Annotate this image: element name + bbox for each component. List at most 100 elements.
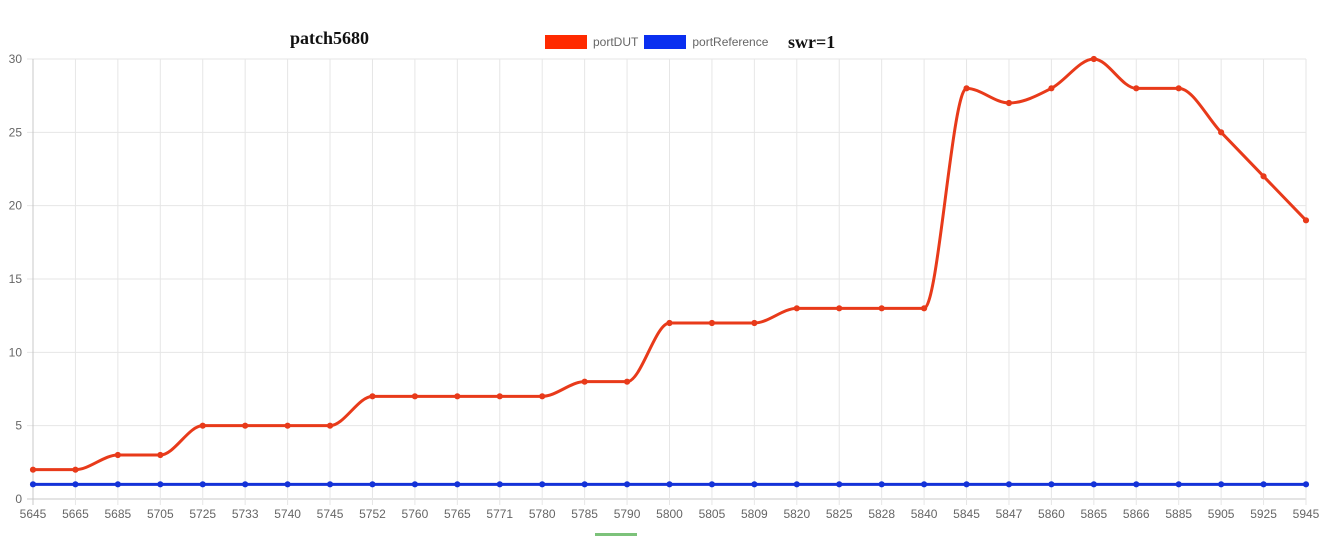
- data-point-portreference: [1218, 481, 1225, 488]
- y-tick-label: 10: [9, 345, 23, 359]
- data-point-portdut: [751, 319, 758, 327]
- data-point-portdut: [157, 451, 164, 459]
- data-point-portreference: [1260, 481, 1267, 488]
- data-point-portreference: [326, 481, 334, 488]
- x-tick-label: 5820: [783, 507, 810, 521]
- y-tick-label: 0: [15, 492, 22, 506]
- data-point-portdut: [836, 305, 843, 312]
- x-tick-label: 5865: [1080, 507, 1107, 521]
- x-tick-label: 5945: [1293, 507, 1320, 521]
- data-point-portreference: [411, 481, 418, 488]
- data-point-portdut: [623, 378, 631, 385]
- data-point-portdut: [114, 451, 121, 459]
- data-point-portreference: [1005, 481, 1013, 488]
- legend-item-portreference[interactable]: portReference: [644, 35, 768, 49]
- legend-swatch-portdut: [545, 35, 587, 49]
- x-tick-label: 5725: [189, 507, 216, 521]
- y-tick-label: 20: [9, 199, 23, 213]
- legend-item-portdut[interactable]: portDUT: [545, 35, 638, 49]
- data-point-portdut: [921, 305, 928, 312]
- x-tick-label: 5771: [486, 507, 513, 521]
- data-point-portreference: [1133, 481, 1140, 488]
- x-tick-label: 5765: [444, 507, 471, 521]
- data-point-portdut: [411, 393, 418, 400]
- data-point-portdut: [29, 466, 37, 473]
- x-tick-label: 5800: [656, 507, 683, 521]
- data-point-portreference: [539, 481, 546, 488]
- data-point-portdut: [369, 393, 376, 400]
- data-point-portdut: [793, 305, 800, 312]
- legend-label-portdut: portDUT: [593, 35, 639, 49]
- chart-title: patch5680: [290, 28, 370, 48]
- data-point-portdut: [666, 319, 673, 327]
- data-point-portreference: [284, 481, 291, 488]
- x-tick-label: 5745: [317, 507, 344, 521]
- data-point-portdut: [1218, 129, 1225, 136]
- x-tick-label: 5665: [62, 507, 89, 521]
- data-point-portreference: [623, 481, 631, 488]
- x-tick-label: 5905: [1208, 507, 1235, 521]
- x-tick-label: 5733: [232, 507, 259, 521]
- x-tick-label: 5825: [826, 507, 853, 521]
- data-point-portdut: [539, 393, 546, 400]
- data-point-portdut: [72, 466, 79, 473]
- data-point-portdut: [963, 85, 970, 92]
- data-point-portdut: [1090, 55, 1097, 63]
- data-point-portreference: [157, 481, 164, 488]
- data-point-portdut: [326, 422, 334, 429]
- x-tick-label: 5752: [359, 507, 386, 521]
- x-tick-label: 5809: [741, 507, 768, 521]
- data-point-portdut: [199, 422, 206, 429]
- data-point-portreference: [496, 481, 503, 488]
- x-tick-label: 5645: [20, 507, 47, 521]
- x-tick-label: 5790: [614, 507, 641, 521]
- data-point-portdut: [1005, 99, 1013, 107]
- data-point-portreference: [369, 481, 376, 488]
- data-point-portdut: [708, 319, 716, 327]
- data-point-portreference: [836, 481, 843, 488]
- data-point-portreference: [1048, 481, 1055, 488]
- data-point-portreference: [666, 481, 673, 488]
- data-point-portdut: [878, 305, 885, 312]
- data-point-portreference: [708, 481, 716, 488]
- data-point-portreference: [963, 481, 970, 488]
- x-tick-label: 5866: [1123, 507, 1150, 521]
- data-point-portreference: [199, 481, 206, 488]
- x-tick-label: 5847: [996, 507, 1023, 521]
- x-tick-label: 5845: [953, 507, 980, 521]
- x-tick-label: 5860: [1038, 507, 1065, 521]
- data-point-portreference: [242, 481, 249, 488]
- data-point-portreference: [1175, 481, 1182, 488]
- y-tick-label: 25: [9, 125, 23, 139]
- x-tick-label: 5740: [274, 507, 301, 521]
- x-tick-label: 5705: [147, 507, 174, 521]
- data-point-portdut: [581, 378, 588, 385]
- data-point-portreference: [1302, 481, 1310, 488]
- data-point-portreference: [114, 481, 121, 488]
- x-tick-label: 5828: [868, 507, 895, 521]
- chart-legend: portDUT portReference: [545, 33, 774, 51]
- data-point-portreference: [72, 481, 79, 488]
- data-point-portdut: [1302, 217, 1310, 224]
- data-point-portreference: [921, 481, 928, 488]
- x-tick-label: 5805: [699, 507, 726, 521]
- scrollbar-indicator: [595, 533, 637, 536]
- data-point-portdut: [1133, 85, 1140, 92]
- legend-label-portreference: portReference: [692, 35, 769, 49]
- data-point-portreference: [454, 481, 461, 488]
- chart-subtitle: swr=1: [788, 32, 836, 52]
- data-point-portreference: [878, 481, 885, 488]
- data-point-portreference: [751, 481, 758, 488]
- data-point-portdut: [242, 422, 249, 429]
- x-tick-label: 5785: [571, 507, 598, 521]
- y-tick-label: 30: [9, 52, 23, 66]
- data-point-portreference: [793, 481, 800, 488]
- data-point-portreference: [29, 481, 37, 488]
- y-tick-label: 5: [15, 419, 22, 433]
- legend-swatch-portreference: [644, 35, 687, 49]
- x-tick-label: 5840: [911, 507, 938, 521]
- data-point-portdut: [1175, 85, 1182, 92]
- data-point-portreference: [581, 481, 588, 488]
